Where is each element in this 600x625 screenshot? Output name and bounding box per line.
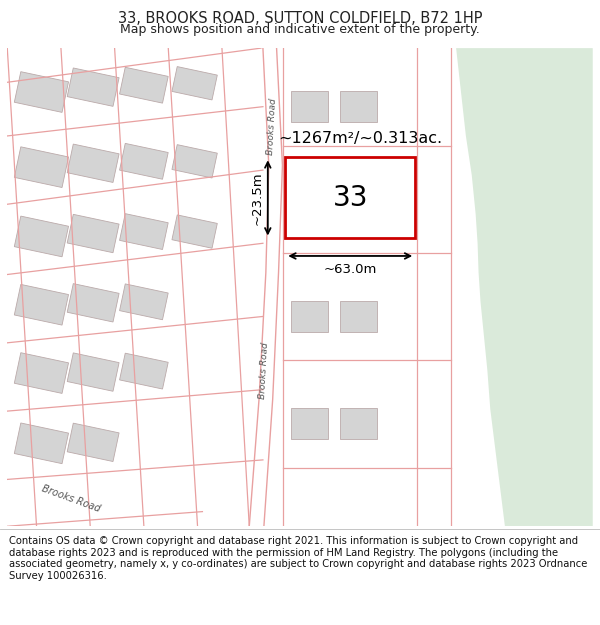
Polygon shape (14, 423, 68, 464)
Polygon shape (340, 408, 377, 439)
Polygon shape (119, 353, 168, 389)
Polygon shape (14, 147, 68, 188)
Text: Brooks Road: Brooks Road (258, 341, 270, 399)
Polygon shape (67, 353, 119, 391)
Polygon shape (14, 284, 68, 325)
Polygon shape (14, 72, 68, 112)
Polygon shape (291, 301, 328, 332)
Polygon shape (291, 408, 328, 439)
Text: Brooks Road: Brooks Road (266, 98, 278, 155)
Polygon shape (249, 48, 283, 526)
Polygon shape (67, 214, 119, 253)
Polygon shape (14, 352, 68, 393)
Polygon shape (451, 48, 593, 526)
Text: Map shows position and indicative extent of the property.: Map shows position and indicative extent… (120, 23, 480, 36)
Bar (286, 158, 415, 238)
Text: ~63.0m: ~63.0m (323, 262, 377, 276)
Polygon shape (340, 91, 377, 123)
Polygon shape (340, 194, 377, 225)
Text: ~23.5m: ~23.5m (251, 171, 264, 225)
Polygon shape (14, 216, 68, 257)
Polygon shape (340, 301, 377, 332)
Polygon shape (67, 423, 119, 461)
Polygon shape (119, 284, 168, 320)
Polygon shape (291, 91, 328, 123)
Text: ~1267m²/~0.313ac.: ~1267m²/~0.313ac. (278, 131, 442, 146)
Text: 33: 33 (332, 184, 368, 212)
Polygon shape (67, 68, 119, 106)
Polygon shape (119, 143, 168, 179)
Polygon shape (67, 284, 119, 322)
Polygon shape (67, 144, 119, 182)
Text: Contains OS data © Crown copyright and database right 2021. This information is : Contains OS data © Crown copyright and d… (9, 536, 587, 581)
Polygon shape (172, 144, 217, 178)
Polygon shape (119, 214, 168, 249)
Polygon shape (119, 68, 168, 103)
Polygon shape (172, 215, 217, 248)
Polygon shape (172, 67, 217, 100)
Text: Brooks Road: Brooks Road (40, 484, 101, 514)
Polygon shape (291, 194, 328, 225)
Text: 33, BROOKS ROAD, SUTTON COLDFIELD, B72 1HP: 33, BROOKS ROAD, SUTTON COLDFIELD, B72 1… (118, 11, 482, 26)
